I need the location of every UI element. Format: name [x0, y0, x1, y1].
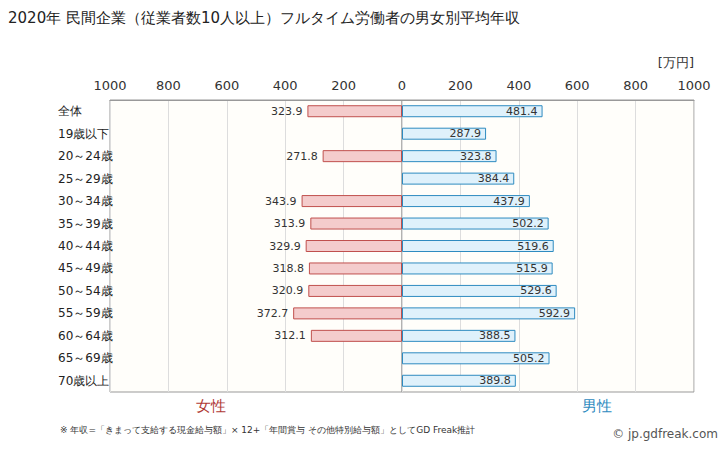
svg-text:© jp.gdfreak.com: © jp.gdfreak.com [612, 427, 718, 441]
svg-text:592.9: 592.9 [539, 307, 571, 320]
svg-text:372.7: 372.7 [257, 307, 289, 320]
svg-text:19歳以下: 19歳以下 [58, 127, 109, 141]
svg-text:1000: 1000 [93, 78, 126, 93]
svg-text:200: 200 [331, 78, 356, 93]
svg-text:388.5: 388.5 [479, 329, 511, 342]
svg-text:20～24歳: 20～24歳 [58, 149, 113, 163]
svg-text:312.1: 312.1 [274, 329, 306, 342]
svg-text:200: 200 [448, 78, 473, 93]
svg-text:502.2: 502.2 [512, 217, 544, 230]
svg-text:384.4: 384.4 [478, 172, 510, 185]
svg-text:323.9: 323.9 [271, 105, 303, 118]
svg-text:515.9: 515.9 [516, 262, 548, 275]
svg-text:[万円]: [万円] [658, 55, 694, 70]
svg-text:329.9: 329.9 [269, 240, 301, 253]
svg-text:271.8: 271.8 [286, 150, 318, 163]
svg-text:600: 600 [214, 78, 239, 93]
svg-text:529.6: 529.6 [520, 284, 552, 297]
svg-text:505.2: 505.2 [513, 352, 545, 365]
svg-text:318.8: 318.8 [272, 262, 304, 275]
svg-text:287.9: 287.9 [450, 127, 482, 140]
svg-text:65～69歳: 65～69歳 [58, 351, 113, 365]
svg-text:481.4: 481.4 [506, 105, 538, 118]
svg-text:0: 0 [398, 78, 406, 93]
svg-text:※ 年収=「きまって支給する現金給与額」× 12+「年間賞与: ※ 年収=「きまって支給する現金給与額」× 12+「年間賞与 その他特別給与額」… [60, 425, 475, 435]
svg-text:45～49歳: 45～49歳 [58, 261, 113, 275]
svg-text:400: 400 [506, 78, 531, 93]
svg-text:女性: 女性 [196, 397, 226, 415]
svg-text:男性: 男性 [582, 397, 612, 415]
svg-text:400: 400 [273, 78, 298, 93]
svg-text:35～39歳: 35～39歳 [58, 217, 113, 231]
svg-text:323.8: 323.8 [460, 150, 492, 163]
svg-text:389.8: 389.8 [479, 374, 511, 387]
svg-text:800: 800 [623, 78, 648, 93]
svg-text:343.9: 343.9 [265, 195, 297, 208]
svg-text:25～29歳: 25～29歳 [58, 172, 113, 186]
svg-text:519.6: 519.6 [517, 240, 549, 253]
svg-text:437.9: 437.9 [493, 195, 525, 208]
svg-text:2020年 民間企業（従業者数10人以上）フルタイム労働者の: 2020年 民間企業（従業者数10人以上）フルタイム労働者の男女別平均年収 [8, 9, 520, 27]
svg-text:70歳以上: 70歳以上 [58, 374, 109, 388]
svg-text:50～54歳: 50～54歳 [58, 284, 113, 298]
svg-text:320.9: 320.9 [272, 284, 304, 297]
svg-text:40～44歳: 40～44歳 [58, 239, 113, 253]
svg-text:全体: 全体 [58, 104, 82, 118]
svg-text:60～64歳: 60～64歳 [58, 329, 113, 343]
svg-text:1000: 1000 [677, 78, 710, 93]
svg-text:800: 800 [156, 78, 181, 93]
svg-text:55～59歳: 55～59歳 [58, 306, 113, 320]
svg-text:600: 600 [565, 78, 590, 93]
svg-text:313.9: 313.9 [274, 217, 306, 230]
svg-text:30～34歳: 30～34歳 [58, 194, 113, 208]
